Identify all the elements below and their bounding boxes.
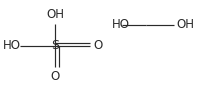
Text: OH: OH: [46, 8, 64, 21]
Text: HO: HO: [3, 39, 21, 52]
Text: O: O: [93, 39, 103, 52]
Text: O: O: [50, 70, 60, 83]
Text: HO: HO: [112, 18, 130, 31]
Text: S: S: [51, 39, 59, 52]
Text: OH: OH: [176, 18, 194, 31]
